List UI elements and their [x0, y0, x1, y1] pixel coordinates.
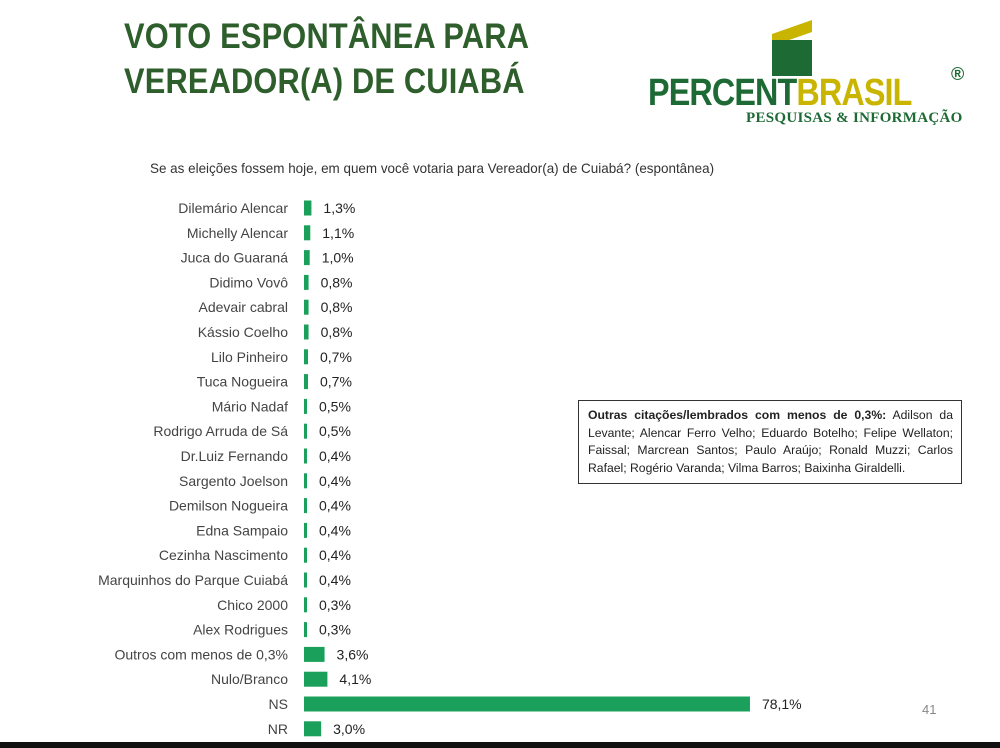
bar: [304, 498, 307, 514]
registered-icon: ®: [951, 64, 965, 84]
data-label: 0,4%: [319, 572, 351, 588]
category-label: Juca do Guaraná: [181, 250, 289, 266]
title-line-2: VEREADOR(A) DE CUIABÁ: [124, 62, 525, 101]
category-label: Cezinha Nascimento: [159, 547, 288, 563]
data-label: 0,4%: [319, 448, 351, 464]
category-label: Tuca Nogueira: [197, 374, 289, 390]
category-label: Dilemário Alencar: [178, 200, 288, 216]
category-label: Kássio Coelho: [198, 324, 288, 340]
category-label: NS: [269, 696, 288, 712]
data-label: 1,1%: [322, 225, 354, 241]
category-label: Rodrigo Arruda de Sá: [153, 423, 288, 439]
title-line-1: VOTO ESPONTÂNEA PARA: [124, 17, 530, 56]
bar: [304, 473, 307, 489]
other-citations-note: Outras citações/lembrados com menos de 0…: [578, 400, 962, 484]
data-label: 0,4%: [319, 522, 351, 538]
category-label: Alex Rodrigues: [193, 622, 288, 638]
note-heading: Outras citações/lembrados com menos de 0…: [588, 408, 887, 422]
bar: [304, 324, 309, 340]
bar: [304, 423, 307, 439]
logo-word-brasil: BRASIL: [796, 72, 912, 114]
category-label: NR: [268, 721, 288, 737]
bar: [304, 274, 309, 290]
survey-question: Se as eleições fossem hoje, em quem você…: [150, 160, 715, 176]
data-label: 1,3%: [323, 200, 355, 216]
data-label: 0,5%: [319, 398, 351, 414]
category-label: Demilson Nogueira: [169, 498, 288, 514]
bar: [304, 448, 307, 464]
data-label: 0,4%: [319, 547, 351, 563]
data-label: 0,4%: [319, 498, 351, 514]
data-label: 78,1%: [762, 696, 802, 712]
category-label: Chico 2000: [217, 597, 288, 613]
data-label: 0,8%: [321, 274, 353, 290]
bar-chart: Dilemário Alencar 1,3% Michelly Alencar 1,1…: [98, 200, 802, 737]
category-label: Marquinhos do Parque Cuiabá: [98, 572, 288, 588]
data-label: 4,1%: [339, 671, 371, 687]
chart-title: VOTO ESPONTÂNEA PARA VEREADOR(A) DE CUIA…: [124, 14, 529, 104]
bar: [304, 299, 309, 315]
category-label: Mário Nadaf: [212, 398, 288, 414]
data-label: 1,0%: [322, 250, 354, 266]
bar: [304, 547, 307, 563]
data-label: 0,7%: [320, 374, 352, 390]
category-label: Dr.Luiz Fernando: [181, 448, 289, 464]
data-label: 0,3%: [319, 622, 351, 638]
bar: [304, 398, 307, 414]
category-label: Adevair cabral: [199, 299, 289, 315]
data-label: 3,6%: [337, 646, 369, 662]
logo-flag-icon: [772, 20, 812, 76]
bar: [304, 696, 750, 712]
category-label: Lilo Pinheiro: [211, 349, 288, 365]
logo-tagline: PESQUISAS & INFORMAÇÃO: [746, 110, 963, 126]
bar: [304, 250, 310, 266]
category-label: Edna Sampaio: [196, 522, 288, 538]
logo-word-percent: PERCENT: [648, 72, 797, 114]
bottom-border: [0, 742, 1000, 748]
data-label: 0,7%: [320, 349, 352, 365]
category-label: Sargento Joelson: [179, 473, 288, 489]
data-label: 0,5%: [319, 423, 351, 439]
note-text: Adilson da Levante; Alencar Ferro Velho;…: [588, 408, 953, 475]
category-label: Didimo Vovô: [209, 274, 288, 290]
category-label: Outros com menos de 0,3%: [114, 646, 288, 662]
data-label: 0,3%: [319, 597, 351, 613]
bar: [304, 374, 308, 390]
bar: [304, 671, 328, 687]
category-label: Michelly Alencar: [187, 225, 288, 241]
bar: [304, 721, 322, 737]
data-label: 3,0%: [333, 721, 365, 737]
bar: [304, 522, 307, 538]
bar: [304, 349, 308, 365]
bar: [304, 572, 307, 588]
bar: [304, 200, 312, 216]
logo-wordmark: PERCENTBRASIL: [648, 72, 912, 115]
category-label: Nulo/Branco: [211, 671, 288, 687]
data-label: 0,4%: [319, 473, 351, 489]
bar: [304, 622, 307, 638]
bar: [304, 225, 311, 241]
bar: [304, 597, 307, 613]
page-number: 41: [922, 702, 937, 717]
data-label: 0,8%: [321, 299, 353, 315]
data-label: 0,8%: [321, 324, 353, 340]
bar: [304, 646, 325, 662]
percentbrasil-logo: PERCENTBRASIL ® PESQUISAS & INFORMAÇÃO: [648, 14, 978, 132]
